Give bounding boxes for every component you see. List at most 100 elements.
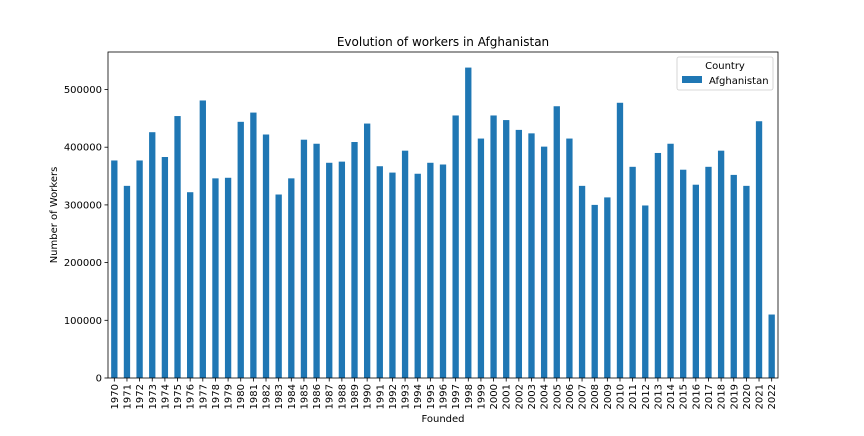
x-tick-label: 2013 [653, 384, 664, 409]
bar-2003 [528, 133, 535, 378]
bar-1996 [439, 164, 447, 378]
bar-2001 [503, 120, 510, 378]
x-tick-label: 2012 [641, 384, 652, 409]
x-tick-label: 1982 [262, 384, 273, 409]
bar-2002 [515, 129, 523, 378]
x-tick-label: 2018 [717, 384, 728, 409]
x-tick-label: 1989 [350, 384, 361, 409]
x-tick-label: 2005 [552, 384, 563, 409]
bar-1981 [250, 112, 257, 378]
bar-2022 [768, 314, 775, 378]
bar-1978 [212, 178, 219, 378]
x-tick-label: 2017 [704, 384, 715, 409]
x-tick-label: 2022 [767, 384, 778, 409]
bar-1979 [224, 177, 232, 378]
bar-2009 [604, 197, 611, 378]
bar-2005 [553, 106, 560, 379]
bar-2020 [743, 185, 750, 378]
bar-1971 [123, 185, 131, 378]
legend-title: Country [705, 61, 745, 72]
x-tick-label: 2006 [565, 384, 576, 409]
bar-1984 [288, 178, 295, 378]
bar-1992 [389, 172, 396, 378]
legend: Country Afghanistan [676, 56, 774, 91]
bar-2011 [629, 166, 636, 378]
legend-entry-label: Afghanistan [709, 76, 769, 87]
x-tick-label: 1996 [439, 384, 450, 409]
x-tick-label: 1977 [198, 384, 209, 409]
bar-1994 [414, 173, 421, 378]
x-tick-label: 2019 [729, 384, 740, 409]
bar-1987 [326, 162, 333, 378]
x-tick-label: 2015 [679, 384, 690, 409]
x-tick-label: 1997 [451, 384, 462, 409]
bar-2010 [616, 102, 624, 378]
bar-1990 [363, 123, 371, 378]
bar-2000 [490, 115, 497, 378]
x-tick-label: 1975 [173, 384, 184, 409]
bar-2006 [566, 138, 573, 378]
x-tick-label: 2008 [590, 384, 601, 409]
x-tick-label: 2016 [691, 384, 702, 409]
bar-1997 [452, 115, 459, 378]
x-tick-label: 1978 [211, 384, 222, 409]
bar-1995 [427, 162, 434, 378]
x-tick-label: 2007 [578, 384, 589, 409]
bar-1982 [262, 134, 270, 378]
x-tick-label: 1972 [135, 384, 146, 409]
bar-2017 [705, 166, 712, 378]
x-tick-label: 2001 [502, 384, 513, 409]
y-tick-label: 100000 [64, 316, 102, 327]
bar-1970 [111, 160, 118, 378]
bar-1980 [237, 121, 244, 378]
bar-1972 [136, 160, 143, 378]
x-tick-label: 1987 [325, 384, 336, 409]
x-tick-label: 2020 [742, 384, 753, 409]
x-tick-label: 1986 [312, 384, 323, 409]
bar-2007 [578, 185, 586, 378]
x-axis-ticks: 1970 1971 1972 1973 1974 1975 1976 1977 1978 1979… [110, 378, 778, 409]
bar-2013 [654, 152, 662, 378]
x-axis-title: Founded [421, 414, 464, 425]
x-tick-label: 2011 [628, 384, 639, 409]
y-axis-ticks: 0 100000 200000 300000 400000 500000 [64, 85, 108, 385]
x-tick-label: 2000 [489, 384, 500, 409]
bar-1974 [161, 157, 169, 378]
x-tick-label: 2003 [527, 384, 538, 409]
bar-1993 [401, 150, 409, 378]
x-tick-label: 1999 [476, 384, 487, 409]
x-tick-label: 2002 [514, 384, 525, 409]
bar-1976 [187, 192, 194, 378]
bar-1998 [465, 67, 472, 378]
x-tick-label: 2009 [603, 384, 614, 409]
chart-title: Evolution of workers in Afghanistan [337, 35, 549, 49]
y-tick-label: 500000 [64, 85, 102, 96]
plot-frame [107, 51, 779, 379]
bar-1983 [275, 194, 282, 378]
bars-group [111, 67, 775, 379]
x-tick-label: 1998 [464, 384, 475, 409]
bar-2008 [591, 204, 598, 378]
x-tick-label: 1983 [274, 384, 285, 409]
x-tick-label: 1976 [186, 384, 197, 409]
x-tick-label: 1995 [426, 384, 437, 409]
x-tick-label: 1992 [388, 384, 399, 409]
y-tick-label: 300000 [64, 200, 102, 211]
y-tick-label: 200000 [64, 258, 102, 269]
x-tick-label: 1973 [148, 384, 159, 409]
bar-1986 [313, 143, 320, 378]
x-tick-label: 1991 [375, 384, 386, 409]
bar-1989 [351, 142, 358, 378]
bar-2018 [717, 150, 725, 378]
x-tick-label: 1990 [363, 384, 374, 409]
y-tick-label: 400000 [64, 143, 102, 154]
x-tick-label: 1970 [110, 384, 121, 409]
bar-1973 [149, 132, 156, 378]
bar-1999 [477, 138, 485, 378]
x-tick-label: 1984 [287, 384, 298, 409]
x-tick-label: 1980 [236, 384, 247, 409]
bar-2015 [680, 169, 687, 378]
x-tick-label: 1994 [413, 384, 424, 409]
bar-2004 [540, 146, 548, 378]
bar-1985 [300, 139, 308, 378]
